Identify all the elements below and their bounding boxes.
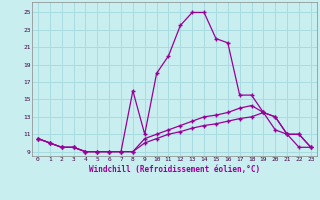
X-axis label: Windchill (Refroidissement éolien,°C): Windchill (Refroidissement éolien,°C) <box>89 165 260 174</box>
